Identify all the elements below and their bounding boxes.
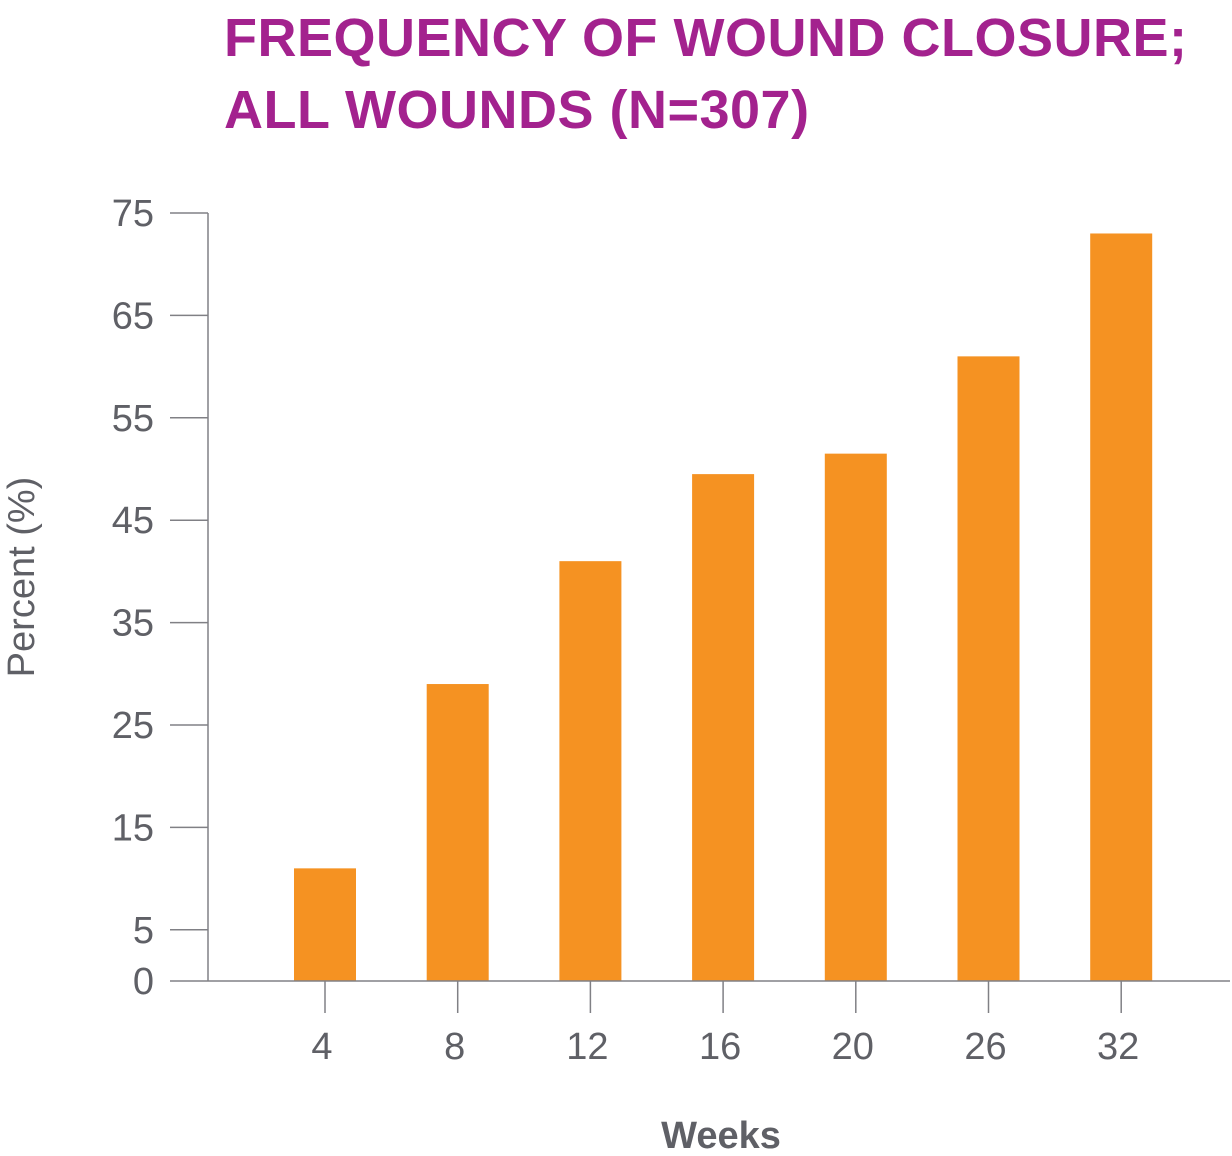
x-tick-label: 4 [311, 1026, 332, 1068]
chart-title: FREQUENCY OF WOUND CLOSURE; ALL WOUNDS (… [224, 2, 1224, 146]
bar-20 [824, 453, 887, 981]
bar-4 [294, 868, 356, 981]
bar-32 [1090, 233, 1153, 982]
bar-16 [692, 474, 755, 981]
bar-8 [426, 684, 489, 981]
y-tick-label: 0 [133, 961, 154, 1003]
y-tick-label: 25 [112, 705, 154, 747]
y-axis-ticks: 0 5 15 25 35 45 55 65 75 [112, 193, 208, 1003]
x-axis-title: Weeks [661, 1115, 781, 1156]
y-tick-label: 65 [112, 295, 154, 337]
x-tick-label: 26 [964, 1026, 1006, 1068]
bar-26 [957, 356, 1020, 981]
x-tick-label: 16 [699, 1026, 741, 1068]
bars [294, 233, 1153, 982]
y-tick-label: 35 [112, 603, 154, 645]
x-axis-ticks: 4 8 12 16 20 26 32 [311, 981, 1139, 1068]
x-tick-label: 12 [566, 1026, 608, 1068]
x-tick-label: 20 [832, 1026, 874, 1068]
y-tick-label: 55 [112, 398, 154, 440]
chart-title-line-1: FREQUENCY OF WOUND CLOSURE; [224, 8, 1188, 68]
bar-12 [559, 561, 622, 981]
chart-title-line-2: ALL WOUNDS (N=307) [224, 80, 810, 140]
y-tick-label: 45 [112, 500, 154, 542]
x-tick-label: 8 [444, 1026, 465, 1068]
y-tick-label: 5 [133, 910, 154, 952]
y-axis-title: Percent (%) [1, 477, 43, 678]
x-tick-label: 32 [1097, 1026, 1139, 1068]
y-tick-label: 15 [112, 807, 154, 849]
y-tick-label: 75 [112, 193, 154, 235]
